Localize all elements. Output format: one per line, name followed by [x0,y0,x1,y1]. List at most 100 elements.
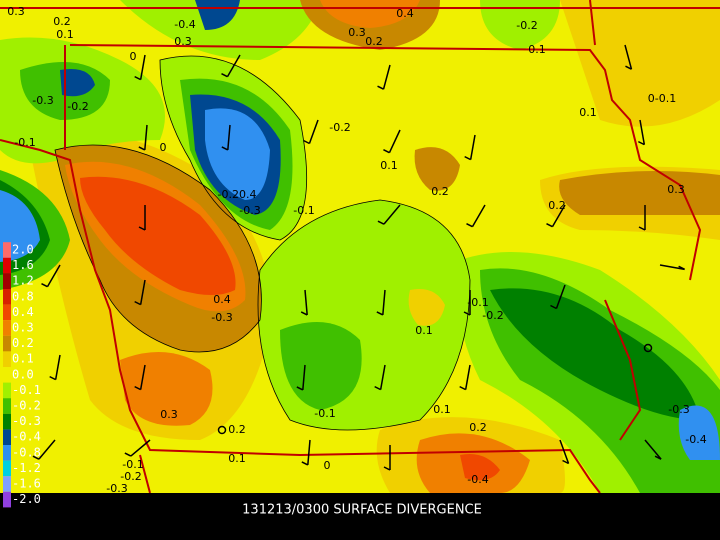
field-brown [414,147,460,191]
legend-swatch [3,304,11,321]
contour-label: 0.1 [415,324,433,337]
wind-barb-tick [376,311,384,316]
wind-barb-tick [383,148,390,154]
contour-label: -0.2 [482,309,503,322]
field-redorange [460,454,500,481]
wind-barb [555,284,566,309]
contour-label: -0.2 [120,470,141,483]
contour-label: -0.2 [67,100,88,113]
wind-barb-tick [459,385,466,391]
legend-swatch [3,335,11,352]
contour-label: 0.1 [528,43,546,56]
contour-label: -0.1 [293,204,314,217]
contour-label: -0.1 [14,136,35,149]
contour-label: 0.2 [365,35,383,48]
legend-swatch [3,320,11,336]
legend-swatch [3,367,11,383]
station-circle [217,425,227,435]
contour-label: -0.3 [668,403,689,416]
contour-label: -0.4 [685,433,706,446]
border-line [589,0,596,46]
wind-barb-tick [49,375,56,381]
wind-barb-tick [463,311,471,316]
contour-label: -0.3 [32,94,53,107]
wind-barb-tick [638,226,646,231]
legend-swatch [3,445,11,461]
legend-swatch [3,351,11,367]
wind-barb [624,44,633,70]
contour-line [257,199,471,431]
wind-barb [144,124,148,150]
wind-barb-tick [678,265,685,271]
wind-barb-tick [124,452,132,457]
wind-barb [130,439,151,457]
legend-label: 0.1 [12,352,34,366]
wind-barb-tick [625,65,632,70]
wind-barb [469,134,476,160]
wind-barb-tick [138,226,146,231]
legend-swatch [3,429,11,445]
wind-barb [54,354,61,380]
contour-label: 0.2 [228,423,246,436]
contour-label: 0.1 [433,403,451,416]
contour-label: 0.1 [56,28,74,41]
field-orange [120,352,213,426]
wind-barb [382,289,386,315]
contour-label: -0.1 [314,407,335,420]
wind-barb-tick [377,85,384,90]
contour-label: 0.3 [160,408,178,421]
wind-barb [464,364,471,390]
wind-barb-tick [134,75,141,81]
contour-label: 0.1 [380,159,398,172]
contour-labels: 0.30.20.1-0.40.30.40.30.2-0.20.10-0.3 -0.… [7,5,706,495]
contour-label: 0.2 [53,15,71,28]
contour-label: -0.1 [467,296,488,309]
wind-barb [388,129,401,153]
wind-barb-tick [138,146,146,151]
wind-barb-tick [32,455,40,460]
wind-barb-tick [300,311,308,316]
contour-label: -0.20.4 [218,188,257,201]
wind-barb-tick [134,385,141,391]
legend-swatch [3,398,11,414]
contour-label: 0-0.1 [648,92,676,105]
border-line [64,45,151,494]
wind-barb-tick [374,385,381,391]
border-line [0,139,601,494]
contour-line [159,55,308,241]
contour-label: 0.1 [579,106,597,119]
wind-barb [559,439,570,464]
legend-label: -1.6 [12,477,41,491]
wind-barb [379,364,386,390]
wind-barb [471,204,486,228]
legend-swatch [3,242,11,258]
wind-barb-tick [638,140,645,146]
contour-map [0,0,720,494]
legend-label: 1.6 [12,258,34,272]
legend-swatch [3,289,11,305]
field-navy [60,69,95,97]
contour-label: -0.4 [174,18,195,31]
wind-barb [659,264,685,271]
contour-label: -0.2 [329,121,350,134]
wind-barb [227,124,231,150]
legend-swatch [3,413,11,430]
wind-barb-tick [41,282,48,288]
field-gold [560,0,720,127]
field-blue [205,108,270,200]
contour-label: 0.1 [228,452,246,465]
wind-barb-tick [296,386,304,391]
contour-label: 0 [160,141,167,154]
legend-label: 0.3 [12,321,34,335]
wind-barb [383,204,401,225]
wind-barb [639,119,646,145]
legend-swatch [3,382,11,399]
wind-barb [307,439,311,465]
wind-barb [139,364,146,390]
caption: 131213/0300 SURFACE DIVERGENCE [242,503,482,518]
wind-barb [139,279,146,305]
field-gold [408,289,445,326]
field-blue [678,405,720,460]
contour-label: 0.2 [431,185,449,198]
